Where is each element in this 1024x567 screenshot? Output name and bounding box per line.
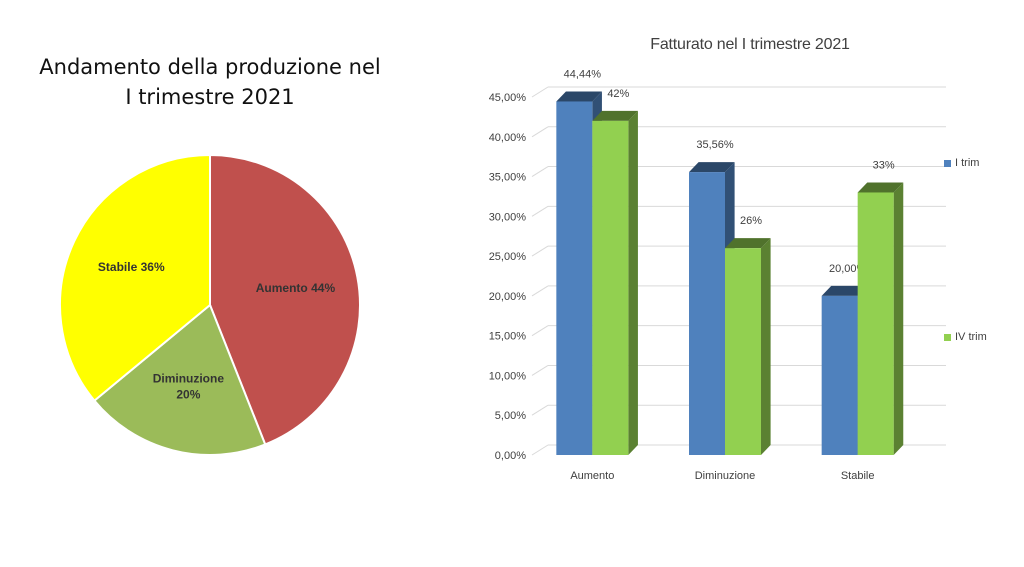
y-tick-label: 30,00%	[489, 211, 527, 223]
bar-stabile-i-trim	[821, 295, 858, 455]
x-category-label: Aumento	[570, 470, 614, 482]
data-label-aumento-i-trim: 44,44%	[564, 68, 602, 80]
pie-slice-stabile	[59, 153, 211, 403]
data-label-aumento-iv-trim: 42%	[607, 88, 629, 100]
y-tick-label: 40,00%	[489, 132, 527, 144]
pie-slice-diminuzione	[93, 303, 267, 456]
bar-chart-plot: 0,00% 5,00% 10,00% 15,00% 20,00% 25,00% 30,00%…	[489, 68, 946, 482]
gridline-depth	[531, 245, 549, 257]
pie-chart-plot: Aumento 44% Diminuzione 20% Stabile 36%	[59, 153, 361, 456]
gridline-depth	[531, 444, 549, 456]
pie-label-stabile: Stabile 36%	[98, 260, 165, 274]
y-tick-label: 0,00%	[495, 450, 526, 462]
data-label-diminuzione-iv-trim: 26%	[740, 215, 762, 227]
bar-top-stabile-iv-trim	[857, 182, 904, 193]
pie-slice-aumento	[209, 153, 361, 446]
bar-aumento-i-trim	[556, 101, 593, 455]
gridline-depth	[531, 86, 549, 98]
gridline-depth	[531, 404, 549, 416]
pie-chart-title: Andamento della produzione nel I trimest…	[20, 52, 400, 112]
y-tick-label: 45,00%	[489, 92, 527, 104]
bar-side-stabile-iv-trim	[893, 182, 904, 455]
y-tick-label: 5,00%	[495, 410, 526, 422]
bar-diminuzione-i-trim	[689, 172, 725, 455]
legend-label-iv-trim: IV trim	[955, 331, 987, 343]
bar-stabile-iv-trim	[857, 192, 894, 455]
bar-top-diminuzione-i-trim	[689, 162, 735, 173]
y-tick-label: 25,00%	[489, 251, 527, 263]
y-tick-label: 10,00%	[489, 370, 527, 382]
data-label-stabile-iv-trim: 33%	[873, 159, 895, 171]
data-label-diminuzione-i-trim: 35,56%	[696, 139, 734, 151]
bar-aumento-iv-trim	[592, 120, 629, 455]
gridline-depth	[531, 126, 549, 138]
gridline-depth	[531, 166, 549, 177]
legend-swatch-i-trim	[944, 159, 951, 167]
pie-chart-panel: Andamento della produzione nel I trimest…	[0, 0, 430, 567]
bar-side-aumento-iv-trim	[628, 110, 638, 455]
pie-label-aumento: Aumento 44%	[256, 281, 336, 295]
gridline-depth	[531, 325, 549, 337]
gridline-depth	[531, 365, 549, 376]
x-category-label: Diminuzione	[695, 470, 756, 482]
bar-diminuzione-iv-trim	[725, 248, 761, 455]
x-category-label: Stabile	[841, 470, 875, 482]
legend-swatch-iv-trim	[944, 333, 951, 341]
y-tick-label: 35,00%	[489, 172, 527, 184]
bar-top-aumento-iv-trim	[592, 110, 638, 121]
gridline-depth	[531, 285, 549, 297]
pie-label-diminuzione: Diminuzione 20%	[153, 371, 225, 401]
bar-side-diminuzione-iv-trim	[761, 238, 771, 455]
y-tick-label: 20,00%	[489, 291, 527, 303]
bar-chart-title: Fatturato nel I trimestre 2021	[650, 36, 850, 53]
bar-chart-panel: Fatturato nel I trimestre 2021 0,00% 5,00…	[470, 0, 1024, 567]
bar-top-aumento-i-trim	[556, 91, 602, 102]
legend-item-i-trim: I trim	[944, 157, 979, 169]
data-label-stabile-i-trim: 20,00%	[829, 263, 867, 275]
y-tick-label: 15,00%	[489, 331, 527, 343]
bar-top-diminuzione-iv-trim	[725, 238, 771, 249]
pie-title-line-1: Andamento della produzione nel	[39, 55, 381, 79]
bar-top-stabile-i-trim	[821, 285, 868, 296]
gridline-depth	[531, 205, 549, 217]
legend-item-iv-trim: IV trim	[944, 331, 987, 343]
legend-label-i-trim: I trim	[955, 157, 980, 169]
pie-title-line-2: I trimestre 2021	[125, 85, 295, 109]
